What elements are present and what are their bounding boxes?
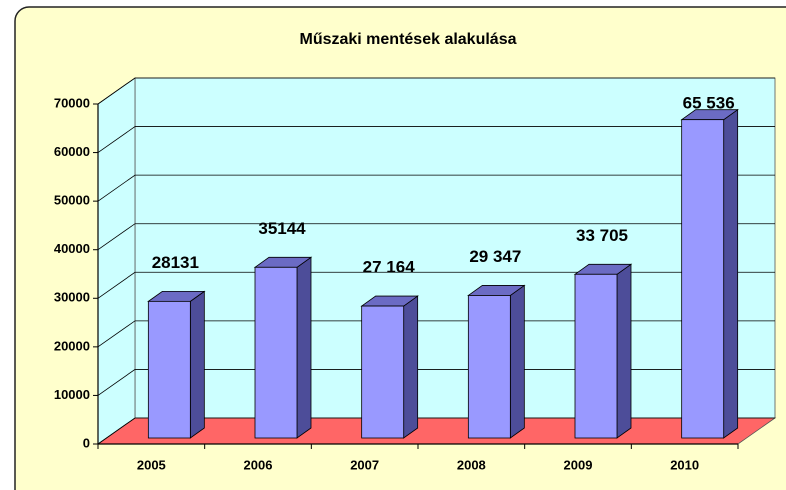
y-tick-label: 30000 xyxy=(54,290,90,305)
side-wall xyxy=(97,77,136,445)
grid-line xyxy=(97,369,775,396)
bar-side xyxy=(403,295,419,439)
bar-side xyxy=(723,108,739,439)
bar-side xyxy=(616,263,632,439)
y-tick-label: 20000 xyxy=(54,338,90,353)
bar-side xyxy=(509,284,525,439)
grid-line xyxy=(97,417,775,445)
grid-line xyxy=(97,271,775,299)
x-tick-label: 2008 xyxy=(457,457,486,472)
data-label: 29 347 xyxy=(469,247,521,266)
grid-line xyxy=(97,126,775,153)
y-tick-label: 50000 xyxy=(54,193,90,208)
bar-side xyxy=(189,290,205,439)
grid-line xyxy=(97,174,775,202)
grid-line xyxy=(97,223,775,251)
x-tick-label: 2009 xyxy=(564,457,593,472)
bar xyxy=(467,295,511,439)
x-tick-label: 2005 xyxy=(137,457,166,472)
bar xyxy=(147,300,191,439)
data-label: 35144 xyxy=(258,219,306,238)
y-tick-label: 60000 xyxy=(54,144,90,159)
bar xyxy=(681,119,725,439)
back-wall xyxy=(134,77,776,419)
data-label: 65 536 xyxy=(683,93,735,112)
grid-line xyxy=(97,77,775,105)
y-tick-label: 0 xyxy=(83,435,90,450)
y-tick-label: 70000 xyxy=(54,95,90,110)
chart-title: Műszaki mentések alakulása xyxy=(299,31,516,48)
x-tick-label: 2007 xyxy=(350,457,379,472)
data-label: 27 164 xyxy=(363,258,416,277)
y-tick-label: 40000 xyxy=(54,241,90,256)
x-tick-label: 2006 xyxy=(244,457,273,472)
bar xyxy=(361,305,405,439)
bar-side xyxy=(296,256,312,439)
data-label: 33 705 xyxy=(576,226,628,245)
bar xyxy=(254,266,298,439)
y-tick-label: 10000 xyxy=(54,387,90,402)
x-tick-label: 2010 xyxy=(670,457,699,472)
data-label: 28131 xyxy=(152,253,199,272)
bar xyxy=(574,273,618,439)
grid-line xyxy=(97,320,775,348)
